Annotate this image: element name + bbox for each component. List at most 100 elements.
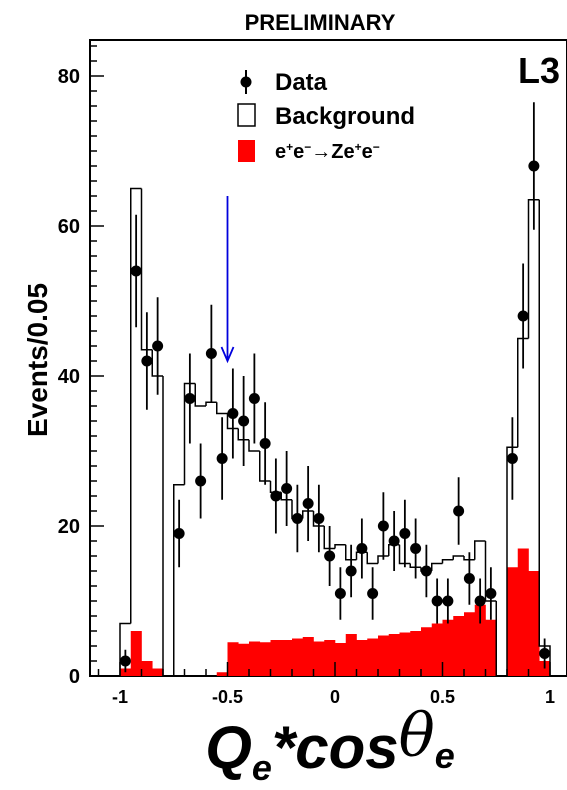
data-point (270, 458, 282, 534)
signal-bar (388, 634, 400, 676)
data-marker (442, 595, 454, 607)
background-bin (216, 402, 228, 415)
signal-bar (356, 640, 368, 676)
data-point (442, 578, 454, 624)
legend-item-data: Data (240, 69, 328, 96)
data-point (291, 484, 303, 553)
signal-bar (442, 619, 454, 676)
data-marker (173, 528, 185, 539)
background-bin (237, 428, 249, 441)
data-marker (291, 513, 303, 524)
data-point (248, 353, 260, 444)
data-point (141, 312, 153, 410)
data-point (130, 214, 142, 328)
data-point (506, 417, 518, 500)
background-bin (345, 544, 357, 561)
data-marker (130, 265, 142, 277)
data-point (205, 304, 217, 403)
data-point (539, 638, 551, 669)
data-marker (152, 340, 164, 352)
legend-signal-swatch (238, 140, 255, 162)
background-bin (431, 562, 443, 571)
signal-bar (485, 619, 497, 676)
data-point (345, 544, 357, 598)
y-tick-label: 40 (58, 366, 80, 388)
data-marker (345, 565, 357, 577)
background-histogram (119, 187, 551, 677)
background-bin (463, 556, 475, 561)
data-marker (313, 513, 325, 524)
data-marker (216, 453, 228, 464)
background-bin (323, 526, 335, 550)
data-marker (281, 483, 293, 494)
legend-signal-label: e+e−→Ze+e− (275, 140, 380, 163)
background-bin (312, 511, 325, 527)
data-point (227, 368, 239, 459)
signal-bar (421, 627, 433, 676)
background-bin (173, 484, 185, 676)
data-marker (517, 310, 529, 322)
data-marker (410, 543, 422, 554)
data-marker (195, 475, 207, 487)
legend-item-signal: e+e−→Ze+e− (238, 140, 380, 163)
background-bin (130, 187, 142, 624)
data-point (388, 511, 400, 571)
background-bin (441, 559, 454, 564)
signal-bar (453, 616, 465, 676)
signal-bar (259, 642, 271, 676)
data-marker (205, 348, 217, 359)
data-marker (388, 535, 400, 547)
signal-bar (281, 640, 293, 676)
signal-bar (345, 634, 357, 676)
background-bin (302, 510, 314, 519)
signal-bar (249, 641, 261, 676)
background-bin (377, 555, 389, 564)
background-bin (334, 544, 346, 549)
background-bin (538, 199, 551, 676)
background-bin (506, 446, 518, 676)
signal-bar (313, 641, 325, 676)
data-point (216, 417, 228, 500)
data-point (184, 353, 196, 444)
plot-frame (89, 39, 567, 677)
signal-bar (528, 571, 540, 676)
data-point (195, 443, 207, 519)
data-marker (420, 565, 432, 577)
data-point (281, 451, 293, 526)
data-marker (238, 415, 250, 427)
experiment-label: L3 (518, 50, 560, 91)
legend-item-background: Background (237, 103, 415, 130)
cut-arrow (220, 196, 235, 364)
background-bin (248, 439, 260, 452)
data-point (367, 567, 379, 620)
data-marker (528, 160, 540, 172)
data-point (324, 526, 336, 586)
data-marker (141, 355, 153, 367)
cut-arrow-head (220, 346, 235, 364)
data-point (517, 263, 529, 369)
x-tick-label: 0 (330, 687, 340, 707)
data-point (474, 578, 486, 624)
signal-bar (130, 631, 142, 676)
background-bin (280, 492, 292, 501)
data-marker (485, 588, 497, 599)
signal-bar (464, 612, 476, 676)
data-marker (431, 595, 443, 607)
data-marker (356, 543, 368, 554)
data-marker (399, 528, 411, 539)
data-point (420, 544, 432, 598)
signal-bar (238, 643, 250, 676)
legend-background-label: Background (275, 103, 415, 130)
background-bin (119, 622, 131, 676)
background-bin (183, 382, 196, 485)
background-bin (409, 563, 421, 568)
y-tick-label: 80 (58, 66, 80, 88)
data-point (377, 492, 389, 560)
data-point (119, 649, 131, 673)
x-tick-label: 1 (545, 687, 555, 707)
signal-bar (399, 632, 411, 676)
data-marker (302, 498, 314, 509)
x-tick-label: -0.5 (212, 687, 243, 707)
data-marker (227, 408, 239, 419)
